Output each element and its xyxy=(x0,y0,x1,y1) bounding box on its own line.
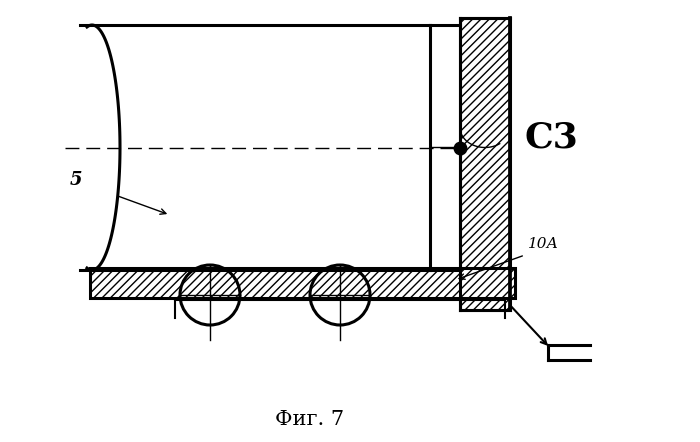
Text: Фиг. 7: Фиг. 7 xyxy=(275,410,344,429)
Text: 5: 5 xyxy=(70,171,83,189)
Bar xyxy=(460,18,510,310)
Bar xyxy=(90,268,515,298)
Text: С3: С3 xyxy=(525,121,579,155)
Text: 10А: 10А xyxy=(528,237,559,251)
